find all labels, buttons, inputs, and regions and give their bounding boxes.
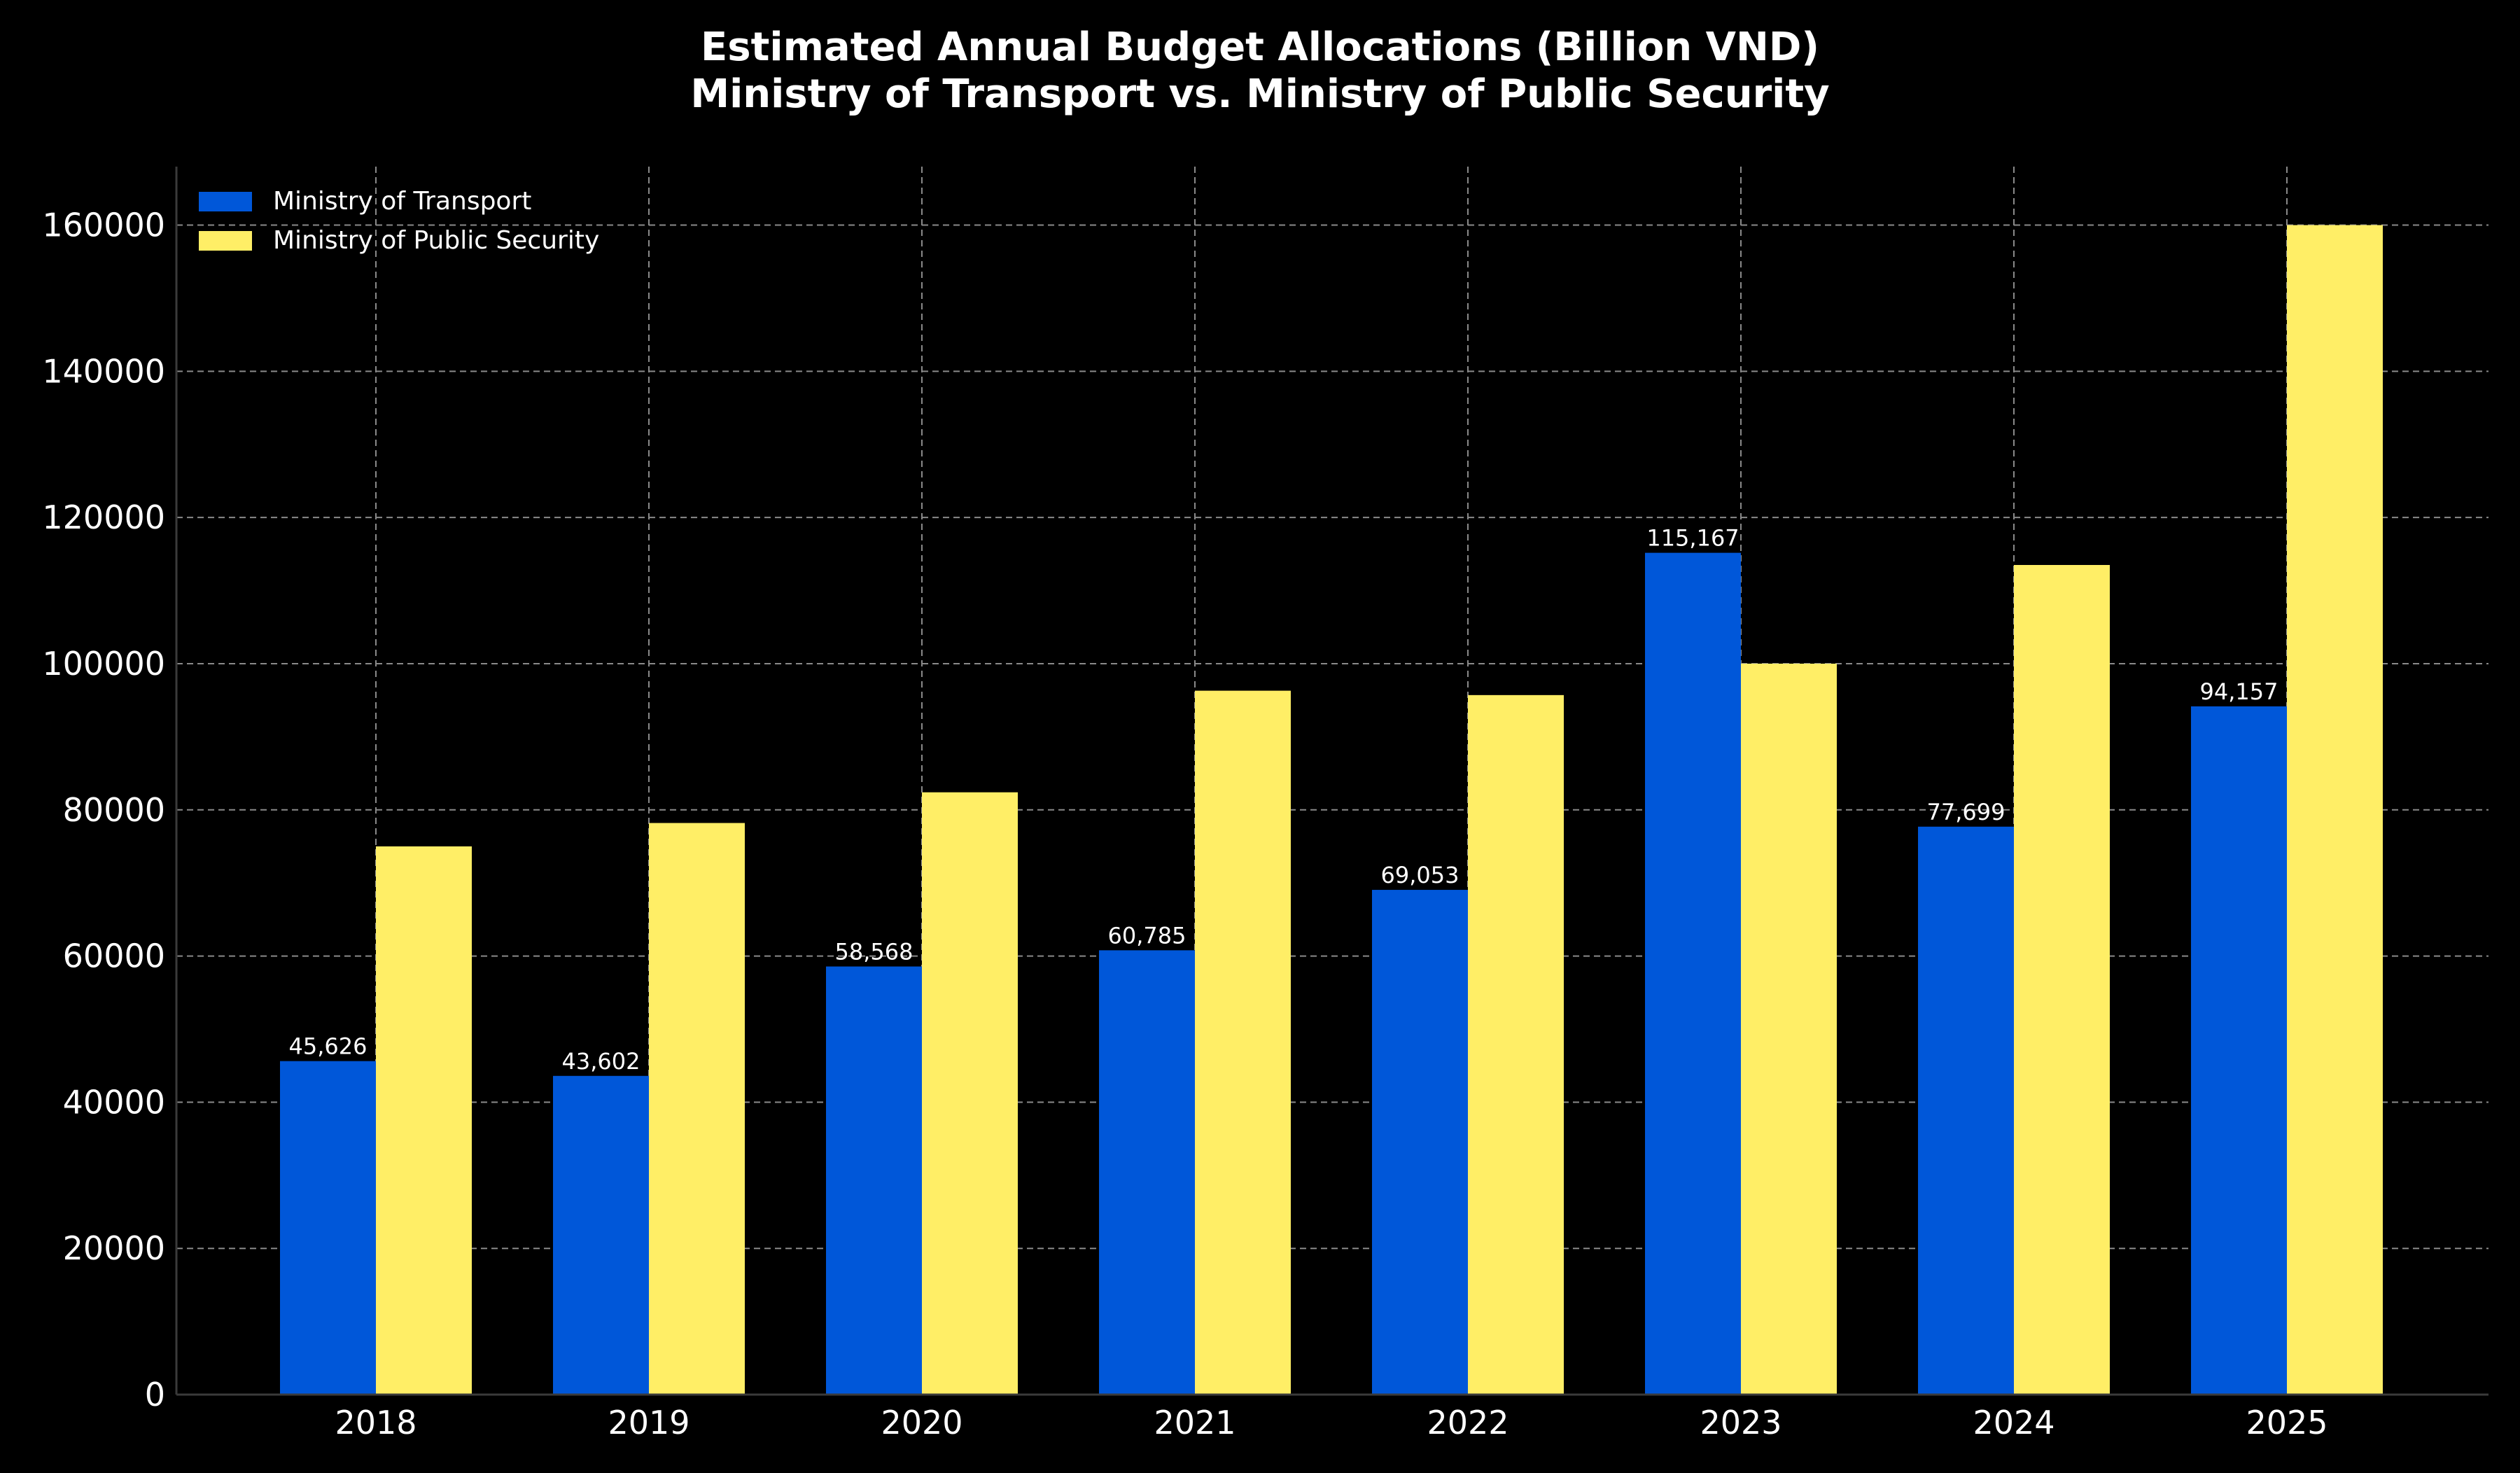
bar-transport (553, 1075, 649, 1395)
bar-transport (1099, 950, 1195, 1395)
chart-title-line-1: Estimated Annual Budget Allocations (Bil… (701, 25, 1819, 70)
legend-label-transport: Ministry of Transport (273, 187, 531, 216)
y-tick-label: 100000 (42, 645, 165, 683)
x-tick-label: 2019 (608, 1404, 690, 1441)
y-tick-label: 0 (145, 1376, 165, 1413)
data-label-transport: 77,699 (1927, 799, 2005, 825)
data-label-transport: 94,157 (2200, 678, 2278, 705)
bar-public-security (649, 823, 745, 1395)
legend: Ministry of Transport Ministry of Public… (199, 187, 599, 255)
x-tick-label: 2021 (1154, 1404, 1236, 1441)
y-tick-label: 140000 (42, 352, 165, 390)
x-tick-label: 2018 (335, 1404, 416, 1441)
legend-label-public-security: Ministry of Public Security (273, 226, 599, 255)
legend-swatch-transport (199, 192, 252, 211)
x-tick-label: 2024 (1973, 1404, 2054, 1441)
data-labels: 45,626 43,602 58,568 60,785 69,053 115,167 77,… (289, 525, 2278, 1075)
bar-transport (1918, 826, 2014, 1395)
bar-public-security (922, 792, 1018, 1395)
bar-transport (1645, 552, 1741, 1395)
x-tick-label: 2025 (2246, 1404, 2328, 1441)
data-label-transport: 45,626 (289, 1033, 368, 1060)
x-tick-label: 2020 (881, 1404, 962, 1441)
bar-transport (826, 966, 922, 1395)
bar-transport (1372, 890, 1468, 1395)
data-label-transport: 43,602 (562, 1048, 640, 1075)
y-tick-label: 60000 (63, 937, 165, 975)
legend-swatch-public-security (199, 231, 252, 251)
bars (280, 225, 2383, 1395)
axes: 0 20000 40000 60000 80000 100000 120000 140000 1… (42, 167, 2488, 1441)
bar-public-security (1195, 690, 1291, 1395)
y-tick-label: 20000 (63, 1229, 165, 1267)
bar-public-security (376, 846, 472, 1395)
data-label-transport: 69,053 (1381, 862, 1460, 888)
x-tick-label: 2022 (1427, 1404, 1508, 1441)
data-label-transport: 58,568 (835, 939, 913, 965)
bar-public-security (1741, 663, 1837, 1395)
chart-title-line-2: Ministry of Transport vs. Ministry of Pu… (690, 71, 1829, 117)
y-tick-label: 80000 (63, 791, 165, 829)
bar-public-security (2287, 225, 2383, 1395)
data-label-transport: 60,785 (1108, 922, 1186, 949)
y-tick-label: 160000 (42, 207, 165, 244)
bar-transport (280, 1061, 376, 1395)
data-label-transport: 115,167 (1646, 525, 1739, 552)
x-tick-label: 2023 (1700, 1404, 1782, 1441)
y-tick-label: 120000 (42, 498, 165, 536)
bar-transport (2191, 706, 2287, 1395)
bar-public-security (2014, 565, 2110, 1395)
bar-public-security (1468, 694, 1564, 1395)
y-tick-label: 40000 (63, 1083, 165, 1121)
